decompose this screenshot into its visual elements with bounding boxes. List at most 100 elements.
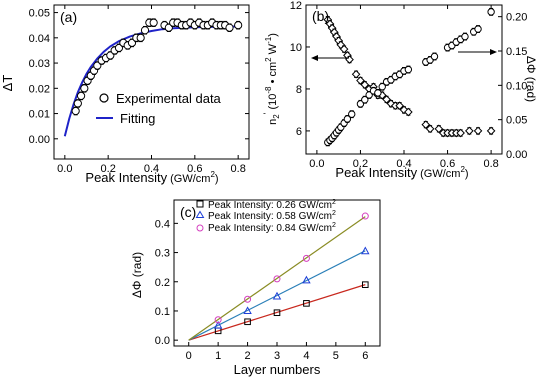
panel-c-xtick-label: 4 <box>303 350 309 362</box>
n2-point <box>404 107 413 117</box>
panel-c-xtick-label: 1 <box>215 350 221 362</box>
legend-marker-058 <box>195 210 205 218</box>
experimental-point <box>114 43 124 53</box>
layer-point-026 <box>361 281 369 288</box>
panel-b-ylabel-sub2: 2 <box>272 114 281 119</box>
panel-b-ylabel-right: ΔΦ (rad) <box>524 56 538 102</box>
delta-phi-point <box>474 25 482 33</box>
panel-c-xlabel: Layer numbers <box>234 362 321 377</box>
delta-phi-point <box>365 91 373 99</box>
fit-line-2 <box>188 216 366 341</box>
panel-c-xtick-label: 5 <box>333 350 339 362</box>
panel-a-label: (a) <box>60 9 77 25</box>
panel-b-xlabel-main: Peak Intensity <box>335 165 417 180</box>
right-axis-arrow <box>458 49 497 55</box>
panel-b-ylabel-unit: (10 <box>267 94 279 113</box>
panel-b-ylabel-n: n <box>267 119 279 125</box>
legend-label-084-text: Peak Intensity: 0.84 GW/cm <box>208 223 332 234</box>
experimental-point <box>234 21 243 30</box>
panel-a-xtick-label: 0.0 <box>57 163 72 175</box>
panel-c-xtick-label: 6 <box>362 350 368 362</box>
fitting-curve <box>63 25 239 137</box>
legend-label-084-sup: 2 <box>332 222 336 229</box>
delta-phi-point <box>348 110 356 118</box>
panel-b-ylabel-prime: ' <box>262 112 272 114</box>
panel-b-left-ytick-label: 12 <box>290 0 302 12</box>
n2-point <box>421 120 431 129</box>
panel-c-ytick-label: 0.0 <box>155 335 170 347</box>
panel-c-legend: Peak Intensity: 0.26 GW/cm2 Peak Intensi… <box>195 199 336 234</box>
panel-c-ytick-label: 0.4 <box>155 218 170 230</box>
panel-a-ytick-label: 0.05 <box>29 8 50 20</box>
layer-point-058 <box>272 291 282 300</box>
delta-phi-point <box>343 115 352 123</box>
panel-c-data-points <box>213 212 370 335</box>
delta-phi-point <box>374 89 382 97</box>
n2-point <box>356 76 365 85</box>
panel-b-right-ytick-label: 0.05 <box>506 115 527 127</box>
n2-point <box>351 69 361 79</box>
panel-a-xtick-label: 0.4 <box>144 163 159 175</box>
panel-a-xtick-label: 0.2 <box>101 163 116 175</box>
panel-b-right-ytick-label: 0.20 <box>506 12 527 24</box>
panel-b-left-ytick-label: 8 <box>296 84 302 96</box>
panel-b-right-ytick-label: 0.10 <box>506 80 527 92</box>
experimental-point <box>76 91 86 100</box>
fit-line-1 <box>188 250 366 341</box>
delta-phi-point <box>378 83 386 91</box>
layer-point-058 <box>243 306 252 315</box>
left-axis-arrow <box>311 55 349 61</box>
n2-point <box>434 124 444 134</box>
experimental-point <box>127 38 137 47</box>
panel-c-ytick-label: 0.3 <box>155 248 170 260</box>
panel-c-xtick-label: 2 <box>245 350 251 362</box>
layer-point-058 <box>361 246 370 255</box>
experimental-point <box>106 51 115 60</box>
layer-point-026 <box>273 309 281 317</box>
legend-marker-084 <box>196 224 204 232</box>
layer-point-084 <box>214 316 222 324</box>
experimental-point <box>80 84 89 93</box>
panel-c-ytick-label: 0.2 <box>155 277 170 289</box>
layer-point-058 <box>213 320 223 329</box>
panel-b-ylabel-w-exp: -1 <box>264 36 273 44</box>
panel-b-xtick-label: 0.4 <box>396 158 411 170</box>
panel-b-ylabel-close: ) <box>267 33 279 37</box>
panel-a-ylabel: ΔT <box>0 75 15 92</box>
n2-point <box>486 126 496 136</box>
panel-b-xlabel: Peak Intensity (GW/cm2) <box>335 165 468 180</box>
panel-b-ylabel-left: n2' (10-8 • cm2 W-1) <box>262 33 281 125</box>
layer-point-084 <box>273 275 281 283</box>
panel-c-ytick-label: 0.1 <box>155 306 170 318</box>
panel-a-xlabel-close: ) <box>215 173 219 185</box>
legend-label-026: Peak Intensity: 0.26 GW/cm2 <box>208 199 336 211</box>
panel-a-ytick-label: 0.01 <box>29 109 50 121</box>
layer-point-026 <box>303 300 310 307</box>
experimental-point <box>149 18 158 27</box>
legend-label-058-text: Peak Intensity: 0.58 GW/cm <box>208 211 332 222</box>
panel-b-xtick-label: 0.6 <box>440 158 455 170</box>
experimental-point <box>93 61 102 70</box>
n2-point <box>395 101 404 111</box>
panel-b-ylabel-exp: -8 <box>264 86 273 94</box>
panel-b-ylabel-cm: cm <box>267 62 279 80</box>
panel-b-left-ytick-label: 6 <box>296 126 302 138</box>
panel-c-ticks: 0 1 2 3 4 5 6 0.0 0.1 0.2 0.3 0.4 <box>155 218 369 362</box>
legend-marker-026 <box>196 200 204 208</box>
legend-label-experimental: Experimental data <box>116 91 222 106</box>
delta-phi-point <box>356 100 365 108</box>
legend-label-058-sup: 2 <box>332 210 336 217</box>
panel-a: 0.0 0.2 0.4 0.6 0.80.000.010.020.030.040.05 … <box>0 4 250 185</box>
n2-point <box>456 128 465 138</box>
panel-b-xlabel-sup: 2 <box>460 165 465 174</box>
delta-phi-point <box>430 52 439 61</box>
panel-a-fit-curve <box>63 25 239 137</box>
panel-b-data-points <box>323 7 496 147</box>
panel-b-xlabel-close: ) <box>465 168 469 180</box>
panel-b-xtick-label: 0.8 <box>483 158 498 170</box>
legend-marker-experimental <box>99 93 109 103</box>
panel-a-xtick-label: 0.8 <box>231 163 246 175</box>
delta-phi-point <box>361 96 369 104</box>
panel-a-ytick-label: 0.02 <box>29 83 50 95</box>
panel-b-right-ytick-label: 0.00 <box>506 149 527 161</box>
